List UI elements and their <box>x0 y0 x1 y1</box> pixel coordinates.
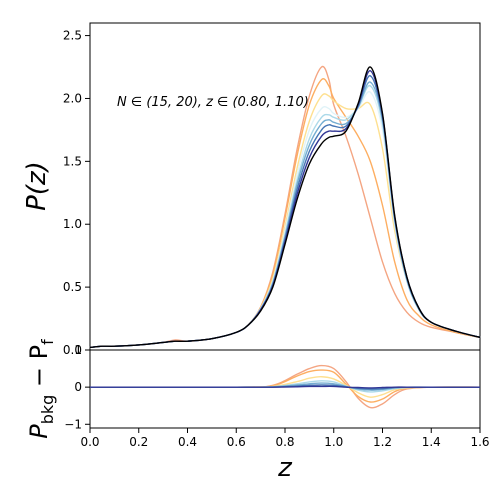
x-tick-label: 0.0 <box>80 435 99 449</box>
x-tick-label: 1.4 <box>422 435 441 449</box>
top-y-tick-label-zero: 0.0 <box>63 343 82 357</box>
x-tick-label: 0.8 <box>275 435 294 449</box>
x-tick-label: 1.0 <box>324 435 343 449</box>
top-series-line-9 <box>89 66 481 349</box>
top-y-tick-label: 2.0 <box>63 91 82 105</box>
top-y-tick-label: 1.5 <box>63 154 82 168</box>
bottom-series-line-7 <box>90 385 480 389</box>
bottom-y-axis-label: Pbkg − Pf <box>25 339 57 439</box>
bottom-y-ticks: −1 0 <box>64 380 90 431</box>
top-y-tick-label: 0.5 <box>63 280 82 294</box>
x-tick-label: 0.4 <box>178 435 197 449</box>
top-y-ticks: 0.5 1.0 1.5 2.0 2.5 0.01 <box>63 29 90 357</box>
top-y-axis-label: P(z) <box>22 161 52 211</box>
top-panel: 0.5 1.0 1.5 2.0 2.5 0.01 N ∈ (15, 20), z ∈ (0… <box>22 22 481 357</box>
bottom-series-group <box>89 364 481 409</box>
ylabel-sub-f: f <box>38 339 57 345</box>
bottom-y-tick-label: −1 <box>64 417 82 431</box>
x-tick-label: 1.2 <box>373 435 392 449</box>
top-plot-frame <box>89 22 481 351</box>
x-ticks: 0.0 0.2 0.4 0.6 0.8 1.0 1.2 1.4 1.6 <box>80 428 490 449</box>
top-series-line-1 <box>89 65 481 349</box>
panel-annotation: N ∈ (15, 20), z ∈ (0.80, 1.10) <box>117 95 309 110</box>
bottom-panel: −1 0 0.0 0.2 0.4 0.6 0.8 1.0 1.2 1.4 1.6 z Pbkg −… <box>25 339 490 483</box>
x-axis-label: z <box>277 453 293 483</box>
x-tick-label: 0.2 <box>129 435 148 449</box>
x-tick-label: 1.6 <box>470 435 489 449</box>
ylabel-p: P <box>25 424 53 439</box>
ylabel-sub-bkg: bkg <box>38 395 57 425</box>
top-series-group <box>89 65 481 349</box>
bottom-y-tick-label-top: 1 <box>74 343 82 357</box>
x-tick-label: 0.6 <box>227 435 246 449</box>
bottom-plot-frame <box>89 349 481 429</box>
bottom-series-line-2 <box>89 369 481 403</box>
bottom-y-tick-label: 0 <box>74 380 82 394</box>
top-y-tick-label: 1.0 <box>63 217 82 231</box>
top-y-tick-label: 2.5 <box>63 29 82 43</box>
ylabel-minus-p: − P <box>25 345 53 395</box>
